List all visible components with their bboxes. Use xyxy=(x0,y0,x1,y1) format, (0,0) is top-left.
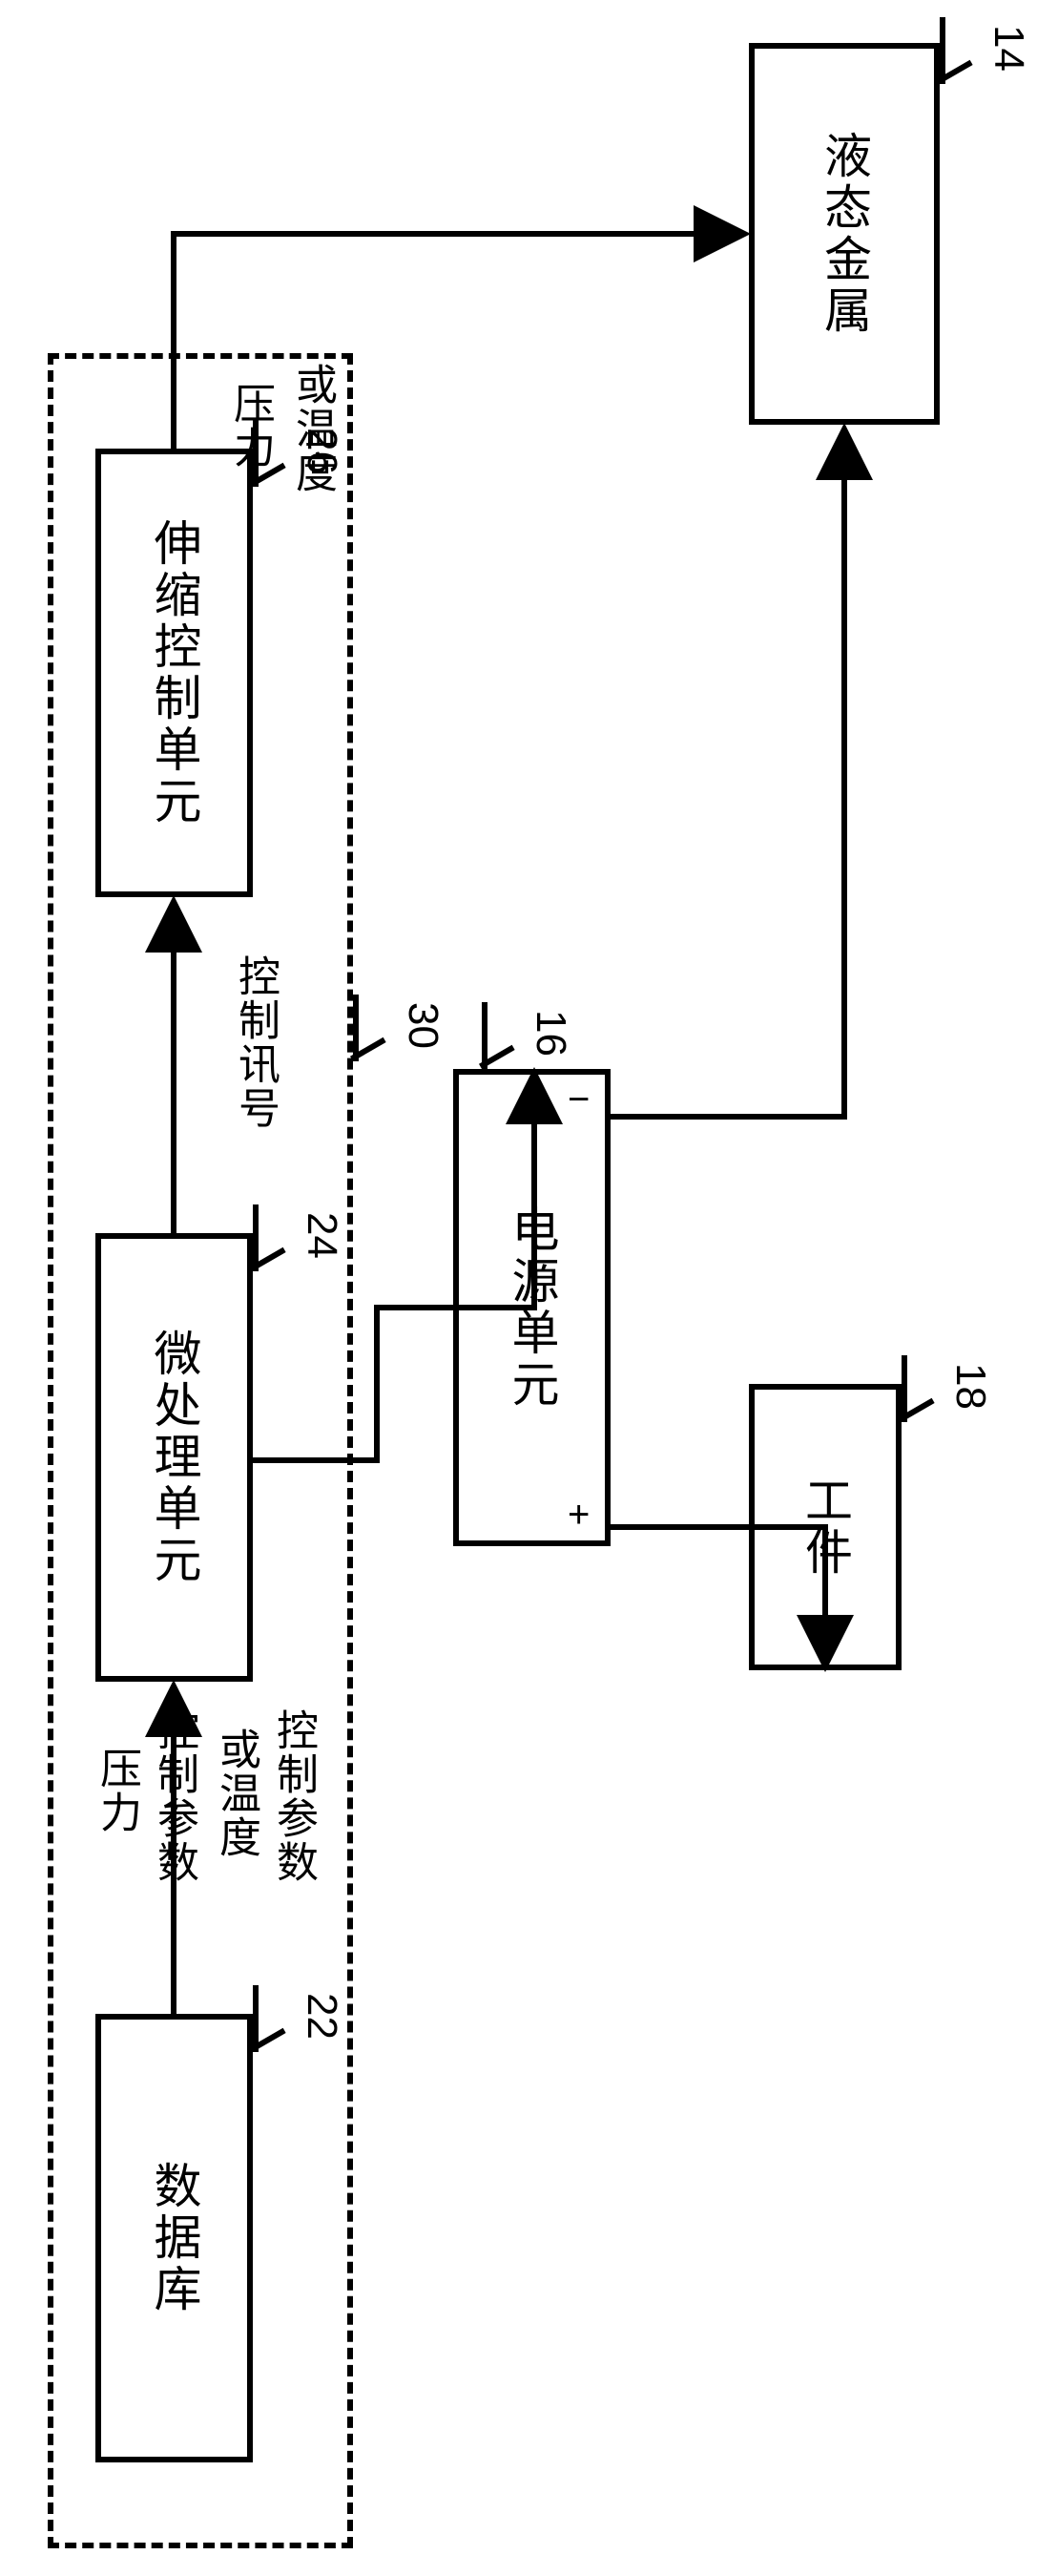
power-unit-label: 电源单元 xyxy=(498,1204,567,1411)
workpiece-label: 工件 xyxy=(791,1476,860,1579)
workpiece-block: 工件 xyxy=(749,1384,902,1670)
liquid-metal-block: 液态金属 xyxy=(749,43,940,425)
edge-pwr-lm xyxy=(611,432,844,1117)
ref-14: 14 xyxy=(985,25,1032,72)
label-db-mpu-1a: 压力 xyxy=(86,1747,147,1834)
power-plus: + xyxy=(568,1494,590,1537)
label-db-mpu-2a: 或温度 xyxy=(205,1728,266,1859)
ref-tick-16 xyxy=(482,1002,520,1069)
microprocessor-label: 微处理单元 xyxy=(140,1329,209,1586)
database-label: 数据库 xyxy=(140,2161,209,2315)
liquid-metal-label: 液态金属 xyxy=(810,131,879,337)
database-block: 数据库 xyxy=(95,2014,253,2462)
expansion-ctrl-label: 伸缩控制单元 xyxy=(140,518,209,827)
expansion-ctrl-block: 伸缩控制单元 xyxy=(95,449,253,897)
ref-tick-30 xyxy=(353,995,391,1061)
ref-16: 16 xyxy=(527,1010,574,1057)
ref-30: 30 xyxy=(399,1002,446,1049)
ref-tick-18 xyxy=(902,1355,940,1422)
microprocessor-block: 微处理单元 xyxy=(95,1233,253,1682)
label-db-mpu-2b: 控制参数 xyxy=(262,1708,323,1884)
label-ecu-out-2: 或温度 xyxy=(281,363,342,494)
label-mpu-ecu: 控制讯号 xyxy=(224,954,285,1130)
ref-tick-14 xyxy=(940,17,978,84)
power-minus: − xyxy=(568,1079,590,1121)
label-db-mpu-1b: 控制参数 xyxy=(143,1708,204,1884)
ref-18: 18 xyxy=(946,1363,994,1410)
label-ecu-out-1: 压力 xyxy=(219,382,280,470)
ref-24: 24 xyxy=(298,1212,345,1259)
ref-tick-24 xyxy=(253,1204,291,1271)
power-unit-block: 电源单元 xyxy=(453,1069,611,1546)
ref-22: 22 xyxy=(298,1993,345,2040)
ref-tick-22 xyxy=(253,1985,291,2052)
